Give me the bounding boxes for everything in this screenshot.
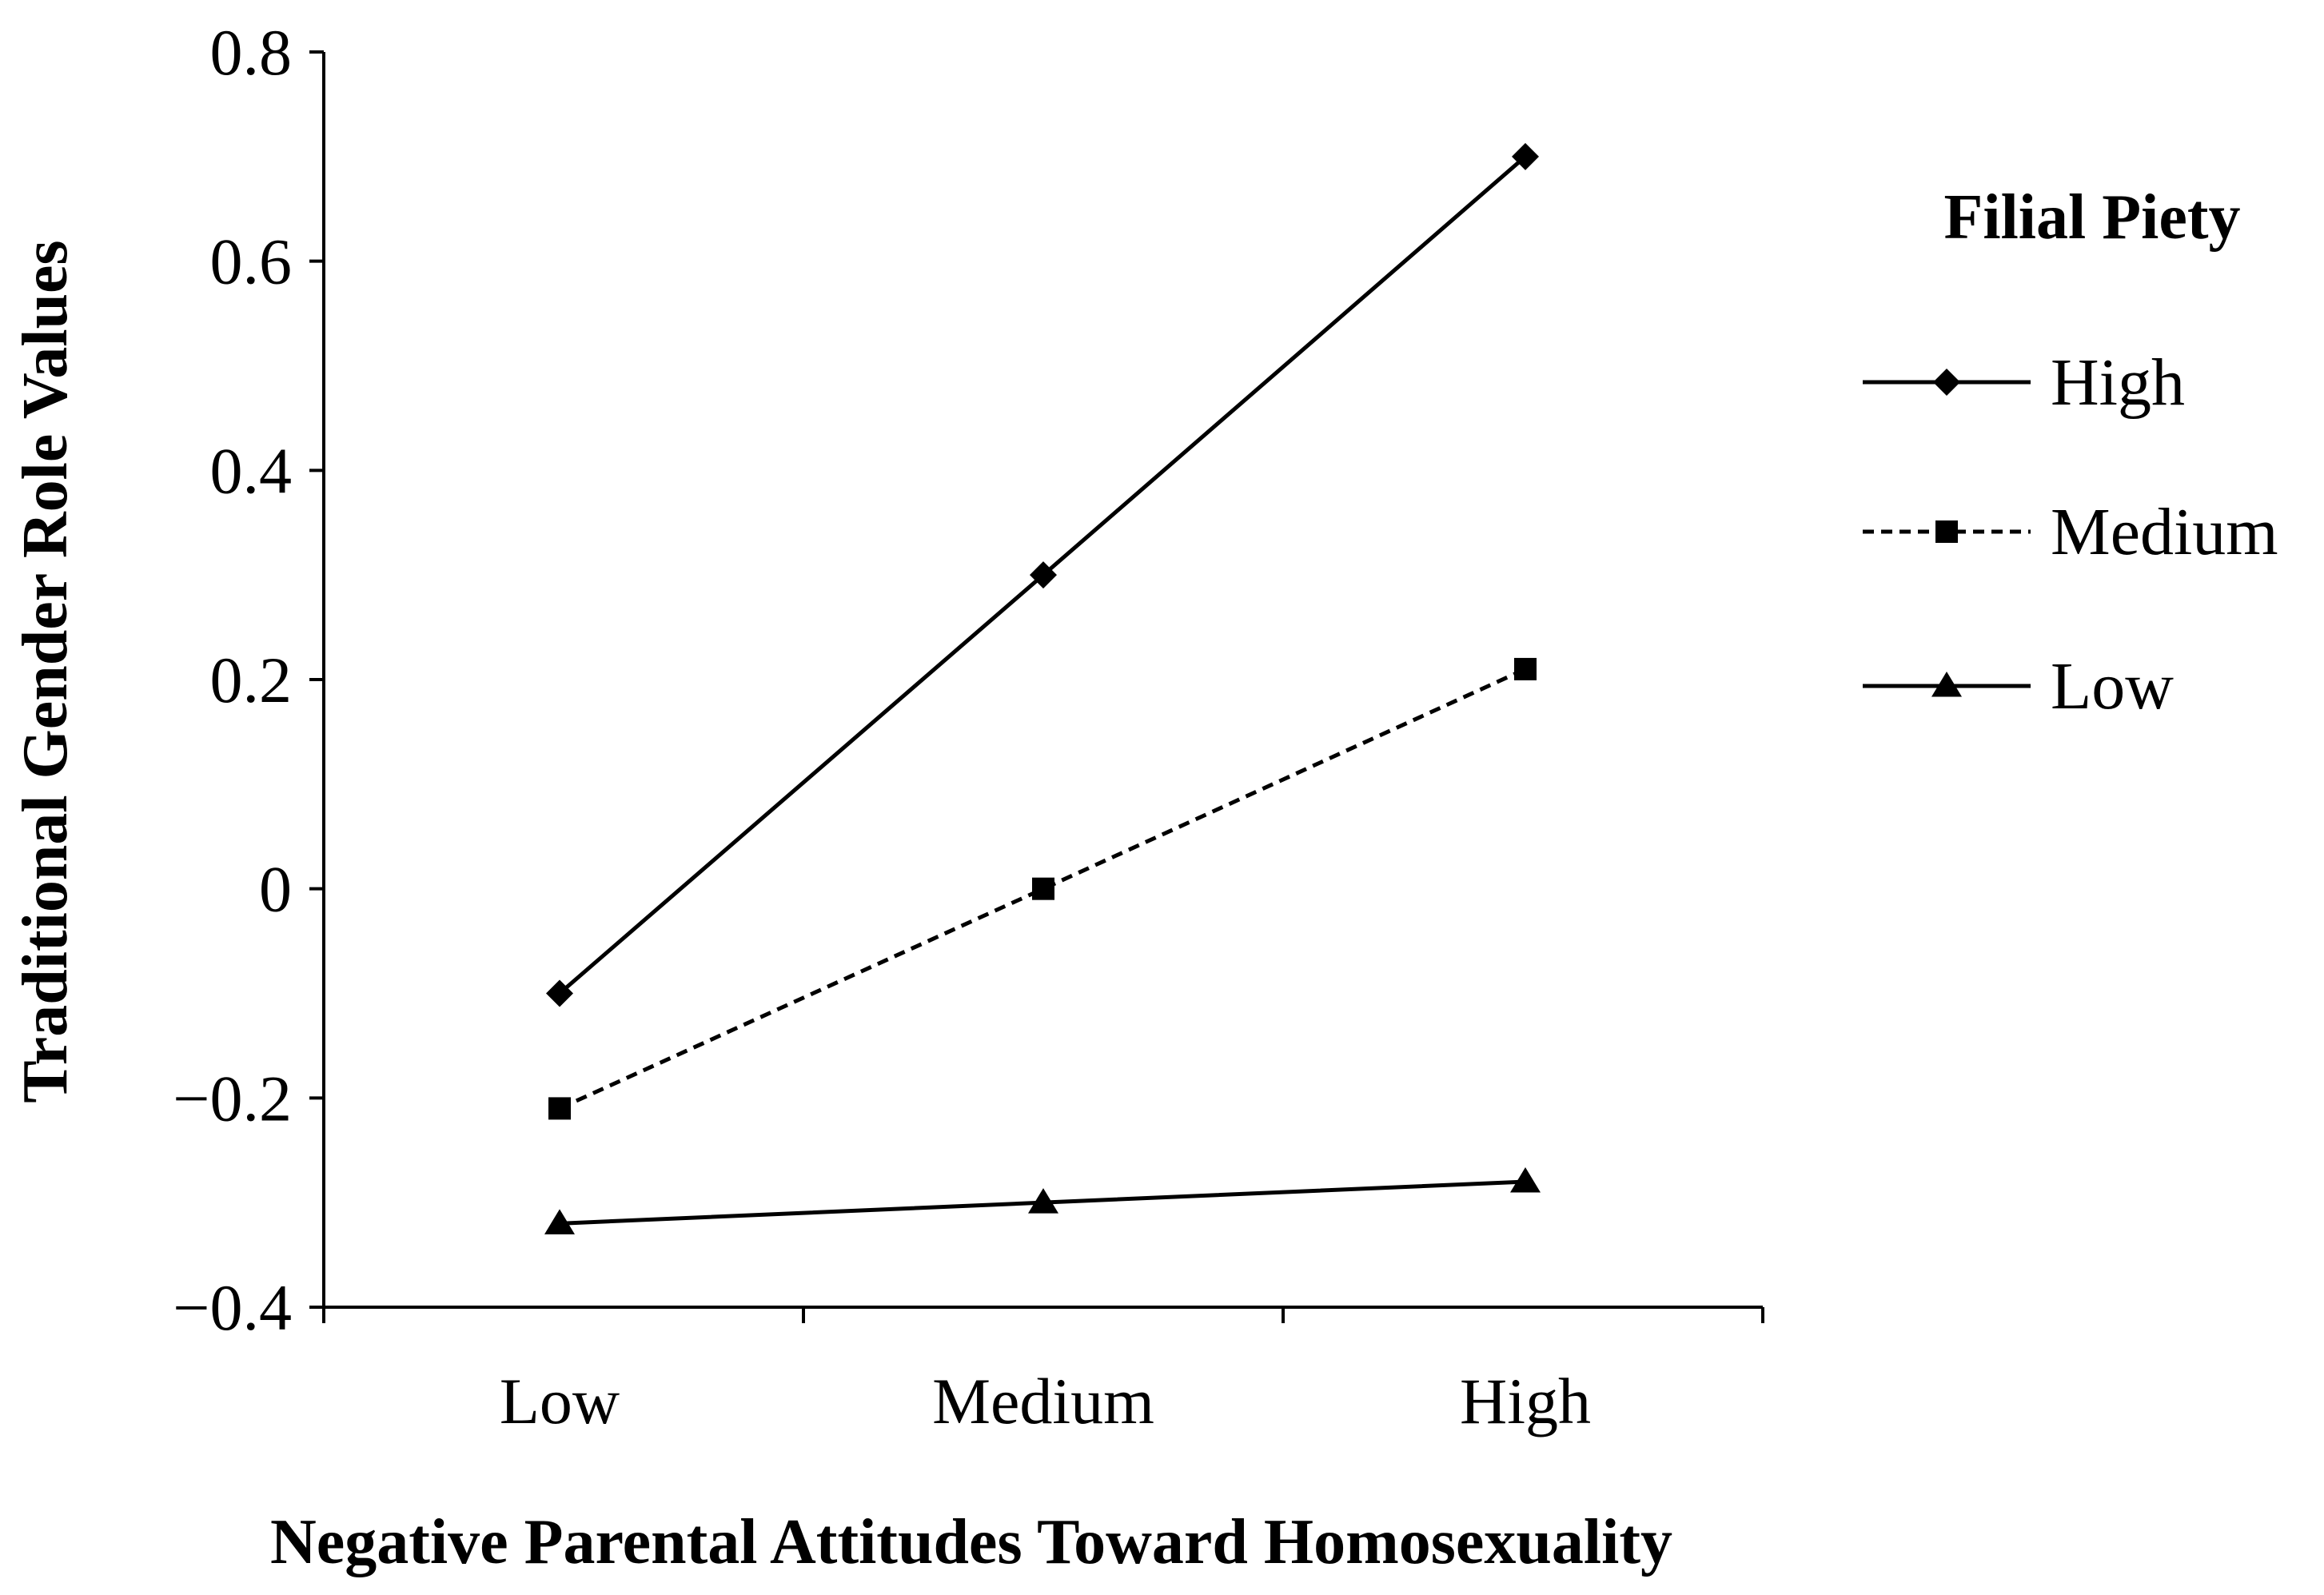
legend-marker-medium: [1935, 520, 1958, 543]
x-tick-label: Low: [500, 1365, 620, 1437]
axes: [322, 52, 1763, 1309]
data-point-low: [544, 1209, 575, 1234]
data-point-medium: [1032, 877, 1054, 900]
y-axis-title: Traditional Gender Role Values: [10, 240, 81, 1103]
x-axis-ticks: Low Medium High: [322, 1307, 1764, 1437]
legend-marker-low: [1931, 672, 1962, 697]
data-point-medium: [548, 1097, 571, 1120]
legend-item-medium: Medium: [1863, 495, 2278, 569]
series-medium: [548, 657, 1537, 1120]
legend-label-medium: Medium: [2051, 495, 2278, 569]
legend-label-low: Low: [2051, 649, 2174, 724]
legend-item-low: Low: [1863, 649, 2174, 724]
data-point-high: [546, 979, 573, 1007]
y-tick-label: 0.4: [210, 434, 293, 507]
legend-label-high: High: [2051, 345, 2185, 420]
legend-item-high: High: [1863, 345, 2185, 420]
y-tick-label: 0: [259, 853, 292, 926]
legend-title: Filial Piety: [1943, 182, 2240, 253]
y-axis-ticks: −0.4 −0.2 0 0.2 0.4 0.6 0.8: [173, 16, 324, 1344]
x-axis-title: Negative Parental Attitudes Toward Homos…: [270, 1507, 1672, 1577]
y-tick-label: −0.2: [173, 1062, 292, 1134]
data-point-low: [1028, 1188, 1058, 1214]
series-high: [546, 142, 1539, 1007]
legend-marker-high: [1933, 369, 1960, 396]
series-layer: [544, 142, 1541, 1234]
series-line-medium: [558, 667, 1527, 1111]
x-tick-label: Medium: [932, 1365, 1154, 1437]
legend: Filial Piety High Medium Low: [1863, 182, 2278, 724]
y-tick-label: −0.4: [173, 1271, 292, 1344]
x-tick-label: High: [1460, 1365, 1591, 1437]
data-point-high: [1512, 142, 1539, 170]
series-low: [544, 1167, 1541, 1234]
data-point-high: [1030, 561, 1057, 589]
y-tick-label: 0.8: [210, 16, 293, 89]
y-tick-label: 0.6: [210, 225, 293, 298]
y-tick-label: 0.2: [210, 644, 293, 716]
data-point-medium: [1514, 657, 1537, 680]
data-point-low: [1510, 1167, 1541, 1193]
